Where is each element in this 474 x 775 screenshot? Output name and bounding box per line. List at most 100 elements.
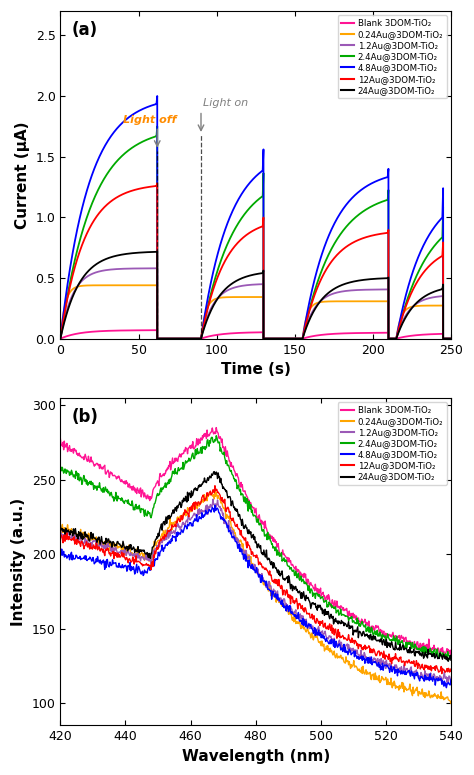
0.24Au@3DOM-TiO₂: [57, 334, 63, 343]
24Au@3DOM-TiO₂: [410, 301, 416, 311]
Line: 12Au@3DOM-TiO₂: 12Au@3DOM-TiO₂: [60, 184, 451, 339]
0.24Au@3DOM-TiO₂: [410, 301, 416, 311]
2.4Au@3DOM-TiO₂: [288, 563, 294, 572]
12Au@3DOM-TiO₂: [155, 179, 160, 188]
4.8Au@3DOM-TiO₂: [410, 266, 416, 275]
24Au@3DOM-TiO₂: [60, 323, 66, 332]
2.4Au@3DOM-TiO₂: [319, 593, 325, 602]
12Au@3DOM-TiO₂: [371, 230, 376, 239]
24Au@3DOM-TiO₂: [446, 656, 451, 666]
2.4Au@3DOM-TiO₂: [146, 134, 152, 143]
0.24Au@3DOM-TiO₂: [448, 334, 454, 343]
Line: 4.8Au@3DOM-TiO₂: 4.8Au@3DOM-TiO₂: [60, 96, 451, 339]
4.8Au@3DOM-TiO₂: [352, 646, 358, 656]
Line: 2.4Au@3DOM-TiO₂: 2.4Au@3DOM-TiO₂: [60, 126, 451, 339]
12Au@3DOM-TiO₂: [146, 182, 152, 191]
4.8Au@3DOM-TiO₂: [158, 546, 164, 556]
0.24Au@3DOM-TiO₂: [57, 524, 63, 533]
Text: (b): (b): [72, 408, 99, 425]
24Au@3DOM-TiO₂: [211, 467, 217, 477]
24Au@3DOM-TiO₂: [146, 247, 152, 257]
4.8Au@3DOM-TiO₂: [57, 549, 63, 558]
0.24Au@3DOM-TiO₂: [146, 281, 152, 290]
1.2Au@3DOM-TiO₂: [146, 264, 152, 273]
24Au@3DOM-TiO₂: [319, 604, 325, 613]
0.24Au@3DOM-TiO₂: [155, 281, 160, 290]
0.24Au@3DOM-TiO₂: [288, 608, 294, 618]
Line: 4.8Au@3DOM-TiO₂: 4.8Au@3DOM-TiO₂: [60, 505, 451, 687]
4.8Au@3DOM-TiO₂: [448, 675, 454, 684]
Line: 2.4Au@3DOM-TiO₂: 2.4Au@3DOM-TiO₂: [60, 436, 451, 660]
4.8Au@3DOM-TiO₂: [212, 501, 218, 510]
4.8Au@3DOM-TiO₂: [371, 177, 376, 187]
1.2Au@3DOM-TiO₂: [127, 550, 132, 560]
Blank 3DOM-TiO₂: [319, 589, 325, 598]
24Au@3DOM-TiO₂: [130, 249, 136, 258]
4.8Au@3DOM-TiO₂: [60, 314, 66, 323]
24Au@3DOM-TiO₂: [57, 521, 63, 530]
Line: 24Au@3DOM-TiO₂: 24Au@3DOM-TiO₂: [60, 251, 451, 339]
2.4Au@3DOM-TiO₂: [155, 122, 160, 131]
24Au@3DOM-TiO₂: [288, 580, 294, 589]
Line: 0.24Au@3DOM-TiO₂: 0.24Au@3DOM-TiO₂: [60, 489, 451, 704]
24Au@3DOM-TiO₂: [127, 540, 132, 549]
2.4Au@3DOM-TiO₂: [448, 653, 454, 662]
4.8Au@3DOM-TiO₂: [155, 91, 160, 101]
2.4Au@3DOM-TiO₂: [127, 499, 132, 508]
12Au@3DOM-TiO₂: [212, 481, 218, 491]
1.2Au@3DOM-TiO₂: [210, 494, 216, 504]
24Au@3DOM-TiO₂: [352, 625, 358, 635]
Blank 3DOM-TiO₂: [146, 326, 152, 335]
4.8Au@3DOM-TiO₂: [57, 334, 63, 343]
1.2Au@3DOM-TiO₂: [444, 677, 450, 687]
1.2Au@3DOM-TiO₂: [288, 604, 294, 613]
1.2Au@3DOM-TiO₂: [371, 285, 376, 294]
24Au@3DOM-TiO₂: [158, 522, 164, 531]
12Au@3DOM-TiO₂: [288, 591, 294, 601]
1.2Au@3DOM-TiO₂: [448, 677, 454, 687]
0.24Au@3DOM-TiO₂: [235, 535, 241, 544]
1.2Au@3DOM-TiO₂: [57, 334, 63, 343]
1.2Au@3DOM-TiO₂: [155, 264, 160, 273]
1.2Au@3DOM-TiO₂: [448, 334, 454, 343]
Legend: Blank 3DOM-TiO₂, 0.24Au@3DOM-TiO₂, 1.2Au@3DOM-TiO₂, 2.4Au@3DOM-TiO₂, 4.8Au@3DOM-: Blank 3DOM-TiO₂, 0.24Au@3DOM-TiO₂, 1.2Au…: [338, 402, 447, 485]
Line: 0.24Au@3DOM-TiO₂: 0.24Au@3DOM-TiO₂: [60, 285, 451, 339]
12Au@3DOM-TiO₂: [60, 319, 66, 328]
0.24Au@3DOM-TiO₂: [352, 662, 358, 671]
Text: (a): (a): [72, 21, 98, 39]
24Au@3DOM-TiO₂: [371, 274, 376, 284]
Line: 1.2Au@3DOM-TiO₂: 1.2Au@3DOM-TiO₂: [60, 268, 451, 339]
2.4Au@3DOM-TiO₂: [57, 334, 63, 343]
1.2Au@3DOM-TiO₂: [130, 264, 136, 273]
2.4Au@3DOM-TiO₂: [60, 319, 66, 328]
1.2Au@3DOM-TiO₂: [57, 525, 63, 534]
12Au@3DOM-TiO₂: [235, 523, 241, 532]
1.2Au@3DOM-TiO₂: [319, 627, 325, 636]
12Au@3DOM-TiO₂: [158, 534, 164, 543]
Blank 3DOM-TiO₂: [448, 646, 454, 655]
Legend: Blank 3DOM-TiO₂, 0.24Au@3DOM-TiO₂, 1.2Au@3DOM-TiO₂, 2.4Au@3DOM-TiO₂, 4.8Au@3DOM-: Blank 3DOM-TiO₂, 0.24Au@3DOM-TiO₂, 1.2Au…: [338, 16, 447, 98]
2.4Au@3DOM-TiO₂: [130, 143, 136, 152]
1.2Au@3DOM-TiO₂: [395, 329, 401, 339]
12Au@3DOM-TiO₂: [439, 669, 445, 678]
1.2Au@3DOM-TiO₂: [158, 538, 164, 547]
1.2Au@3DOM-TiO₂: [352, 645, 358, 654]
1.2Au@3DOM-TiO₂: [235, 534, 241, 543]
Blank 3DOM-TiO₂: [395, 333, 401, 343]
1.2Au@3DOM-TiO₂: [410, 301, 416, 311]
24Au@3DOM-TiO₂: [448, 656, 454, 665]
12Au@3DOM-TiO₂: [319, 618, 325, 628]
0.24Au@3DOM-TiO₂: [395, 326, 401, 335]
Blank 3DOM-TiO₂: [127, 479, 132, 488]
12Au@3DOM-TiO₂: [57, 334, 63, 343]
Blank 3DOM-TiO₂: [158, 472, 164, 481]
Text: Light off: Light off: [123, 115, 176, 125]
24Au@3DOM-TiO₂: [155, 246, 160, 256]
Line: Blank 3DOM-TiO₂: Blank 3DOM-TiO₂: [60, 330, 451, 339]
2.4Au@3DOM-TiO₂: [371, 201, 376, 210]
2.4Au@3DOM-TiO₂: [448, 334, 454, 343]
4.8Au@3DOM-TiO₂: [395, 326, 401, 336]
12Au@3DOM-TiO₂: [57, 532, 63, 542]
Line: Blank 3DOM-TiO₂: Blank 3DOM-TiO₂: [60, 428, 451, 657]
24Au@3DOM-TiO₂: [57, 334, 63, 343]
